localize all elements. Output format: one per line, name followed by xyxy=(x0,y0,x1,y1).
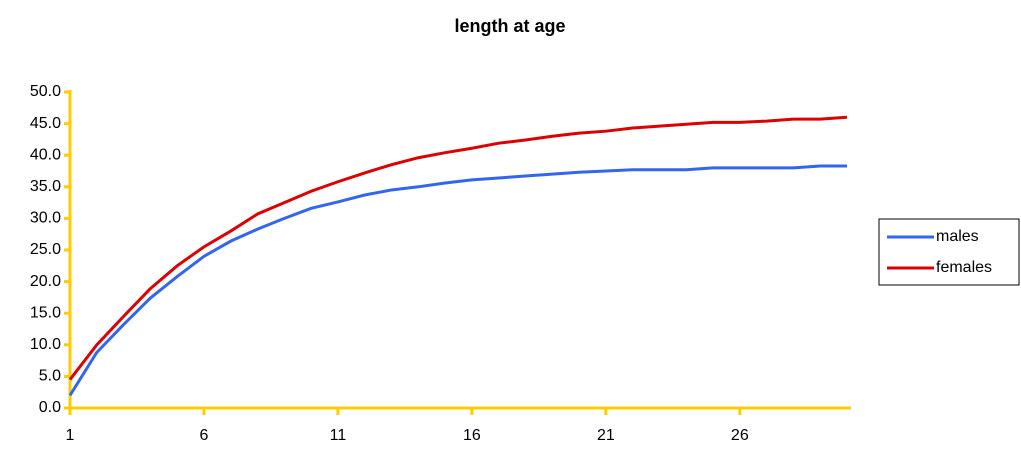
y-tick-label: 35.0 xyxy=(30,178,61,195)
x-tick-label: 1 xyxy=(66,427,75,444)
y-tick-label: 25.0 xyxy=(30,241,61,258)
x-tick-label: 26 xyxy=(731,427,749,444)
legend-box xyxy=(878,218,1020,286)
legend-label: males xyxy=(936,228,979,245)
x-tick-label: 16 xyxy=(463,427,481,444)
y-tick-label: 20.0 xyxy=(30,273,61,290)
x-tick-label: 6 xyxy=(200,427,209,444)
y-tick-label: 30.0 xyxy=(30,210,61,227)
line-series xyxy=(68,164,847,397)
legend-label: females xyxy=(936,259,992,276)
y-tick-label: 10.0 xyxy=(30,336,61,353)
chart-title: length at age xyxy=(454,16,565,36)
x-tick-label: 11 xyxy=(330,427,347,444)
y-tick-label: 40.0 xyxy=(30,146,61,163)
line-series xyxy=(68,115,848,381)
y-tick-label: 0.0 xyxy=(39,399,61,416)
y-tick-label: 50.0 xyxy=(30,83,61,100)
y-tick-label: 45.0 xyxy=(30,115,61,132)
y-tick-label: 5.0 xyxy=(39,368,61,385)
y-tick-label: 15.0 xyxy=(30,304,61,321)
x-tick-label: 21 xyxy=(597,427,615,444)
